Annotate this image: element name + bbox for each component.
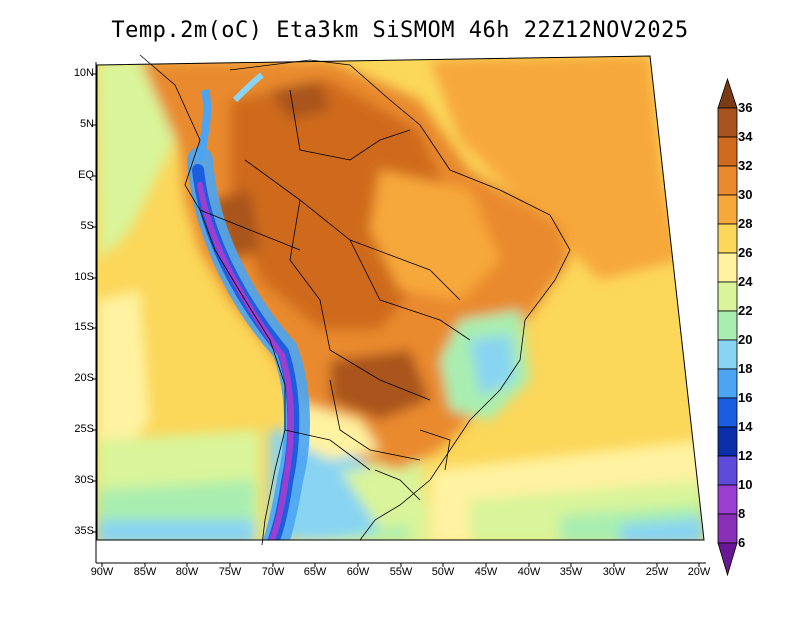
map-title: Temp.2m(oC) Eta3km SiSMOM 46h 22Z12NOV20… [111,18,689,43]
colorbar-swatch [717,223,738,254]
lat-label: 5N [79,118,94,130]
colorbar-label: 28 [738,216,753,231]
lon-label: 20W [687,566,711,578]
colorbar-swatch [717,397,738,428]
colorbar-label: 32 [738,158,753,173]
lat-label: 10N [73,67,94,79]
colorbar-label: 22 [738,303,753,318]
map-frame [96,55,705,541]
lon-label: 70W [261,566,285,578]
lon-label: 55W [389,566,413,578]
country-borders [139,54,571,546]
temperature-field [97,56,704,540]
lat-label: 25S [74,423,94,435]
lon-label: 85W [133,566,157,578]
colorbar-swatch [717,281,738,312]
colorbar-label: 8 [738,506,746,521]
lat-label: 10S [74,271,94,283]
colorbar-bottom-arrow [717,542,738,577]
lon-label: 35W [559,566,583,578]
colorbar-swatch [717,484,738,515]
colorbar-swatch [717,455,738,486]
lon-label: 60W [346,566,370,578]
lon-label: 75W [218,566,242,578]
lat-ticks [92,73,96,533]
lon-label: 90W [90,566,114,578]
lon-label: 80W [175,566,199,578]
lat-label: 35S [74,525,94,537]
colorbar-swatch [717,107,738,138]
lon-label: 25W [645,566,669,578]
colorbar-swatch [717,252,738,283]
colorbar-label: 36 [738,100,753,115]
lon-label: 50W [431,566,455,578]
colorbar-swatch [717,339,738,370]
colorbar-label: 20 [738,332,753,347]
colorbar-label: 18 [738,361,753,376]
lat-label: EQ [78,169,94,181]
colorbar [717,77,738,577]
lon-label: 30W [602,566,626,578]
colorbar-label: 14 [738,419,753,434]
lat-label: 30S [74,474,94,486]
lat-label: 20S [74,372,94,384]
colorbar-swatch [717,136,738,167]
colorbar-swatch [717,513,738,544]
lat-label: 5S [80,220,94,232]
colorbar-swatch [717,194,738,225]
lat-label: 15S [74,321,94,333]
colorbar-swatch [717,310,738,341]
lon-ticks [101,563,700,567]
colorbar-label: 26 [738,245,753,260]
lon-label: 45W [474,566,498,578]
colorbar-swatch [717,368,738,399]
colorbar-label: 30 [738,187,753,202]
colorbar-label: 16 [738,390,753,405]
colorbar-label: 24 [738,274,753,289]
lon-label: 65W [303,566,327,578]
colorbar-top-arrow [717,77,738,109]
colorbar-label: 6 [738,535,746,550]
colorbar-label: 34 [738,129,753,144]
colorbar-swatch [717,165,738,196]
colorbar-swatch [717,426,738,457]
lon-label: 40W [517,566,541,578]
colorbar-label: 10 [738,477,753,492]
colorbar-label: 12 [738,448,753,463]
